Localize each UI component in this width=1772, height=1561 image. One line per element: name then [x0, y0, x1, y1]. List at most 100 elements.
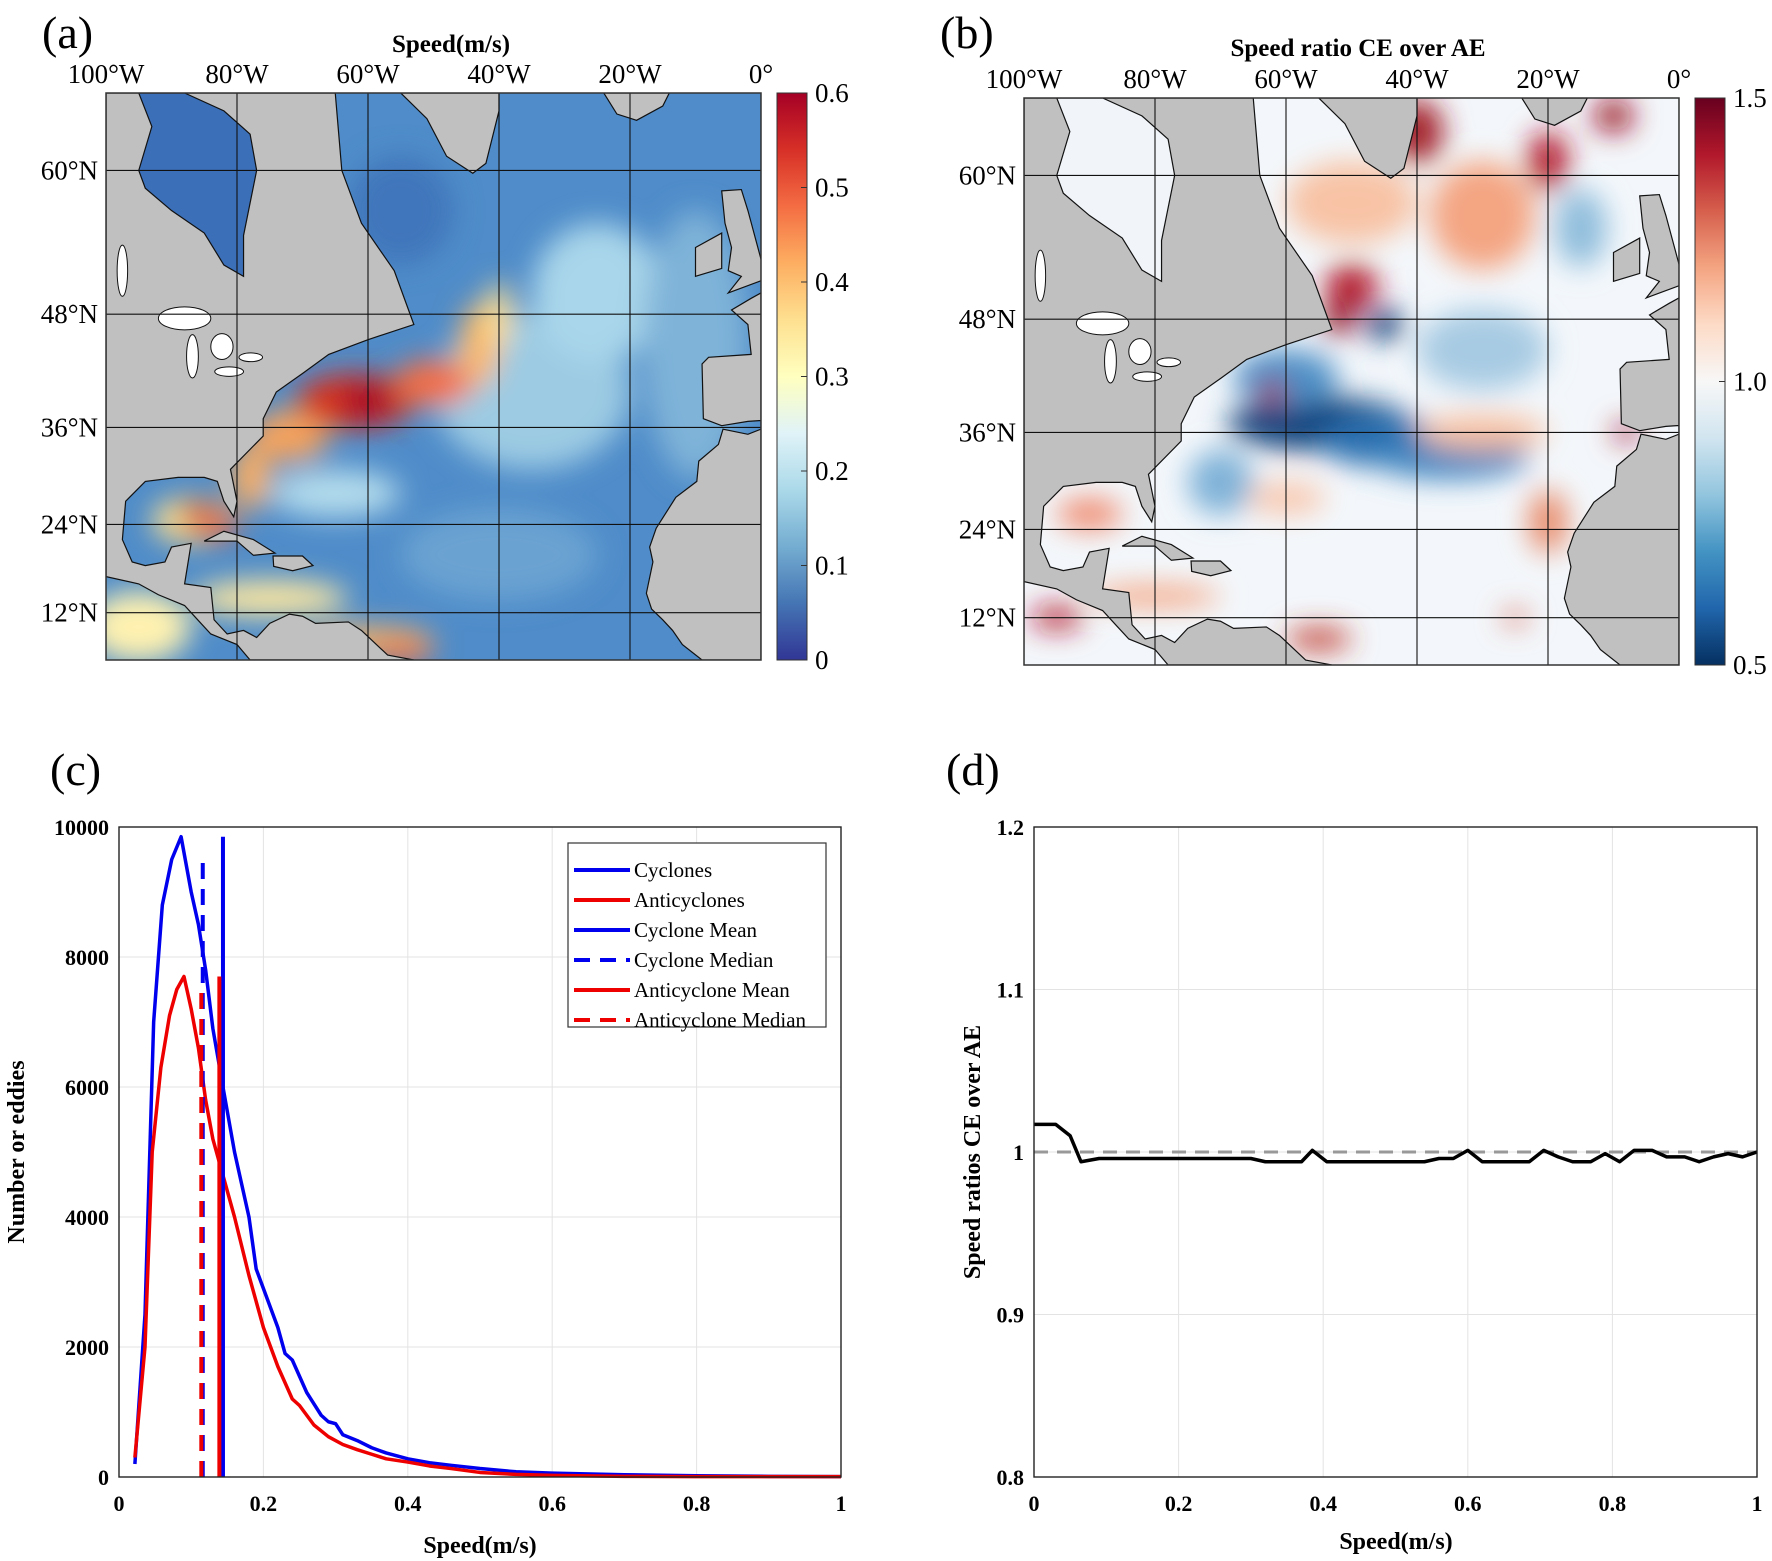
legend-label: Anticyclones — [634, 888, 745, 912]
y-tick-label: 1.2 — [997, 815, 1025, 840]
field-blob — [106, 591, 192, 660]
chart-c-ylabel: Number or eddies — [4, 1060, 30, 1243]
chart-d-xlabel: Speed(m/s) — [1339, 1529, 1452, 1555]
lake — [1128, 338, 1152, 366]
lake — [186, 334, 199, 379]
lat-tick-label: 36°N — [959, 417, 1016, 447]
land — [1024, 98, 1679, 665]
colorbar-tick-label: 1.0 — [1733, 367, 1767, 397]
lake — [1034, 249, 1047, 302]
series-cyclones — [133, 835, 842, 1479]
y-tick-label: 0.9 — [997, 1303, 1025, 1328]
x-tick-label: 0.8 — [683, 1491, 711, 1516]
colorbar-tick-label: 0.5 — [1733, 650, 1767, 680]
map-b-title: Speed ratio CE over AE — [1230, 35, 1485, 62]
land-uk — [1639, 193, 1679, 300]
x-tick-label: 0.6 — [538, 1491, 566, 1516]
y-tick-label: 8000 — [65, 945, 109, 970]
lat-tick-label: 48°N — [41, 299, 98, 329]
lake — [157, 306, 212, 331]
colorbar-b: 1.5 1.0 0.5 — [1694, 83, 1767, 680]
panel-label-c: (c) — [50, 744, 101, 795]
colorbar-tick-label: 1.5 — [1733, 83, 1767, 113]
y-tick-label: 4000 — [65, 1205, 109, 1230]
lake — [1156, 357, 1182, 368]
y-tick-label: 0 — [98, 1465, 109, 1490]
lat-tick-label: 60°N — [41, 155, 98, 185]
x-tick-label: 0 — [1029, 1491, 1040, 1516]
field-blob — [394, 359, 473, 407]
series-anticyclones — [133, 974, 841, 1479]
field-blob — [348, 156, 454, 265]
land-hispaniola — [272, 555, 315, 572]
axes-frame — [1033, 826, 1758, 1478]
land-ireland — [1612, 237, 1641, 283]
chart-d-ylabel: Speed ratios CE over AE — [960, 1025, 986, 1279]
series-ratio — [1034, 1122, 1758, 1164]
y-tick-label: 1 — [1013, 1140, 1024, 1165]
lon-tick-label: 60°W — [1254, 64, 1318, 94]
lat-tick-label: 24°N — [959, 514, 1016, 544]
colorbar-tick-label: 0.1 — [815, 551, 849, 581]
legend-label: Anticyclone Median — [634, 1008, 807, 1032]
lake — [1104, 339, 1117, 384]
field-blob — [230, 444, 270, 511]
land-eurafrica — [1563, 297, 1679, 665]
field-blob — [1430, 161, 1535, 270]
hudson-bay — [138, 93, 258, 278]
field-blob — [1259, 381, 1286, 404]
map-b-ticks: 100°W 80°W 60°W 40°W 20°W 0° 60°N 48°N 36°N 24°N 1… — [959, 64, 1691, 633]
map-b-speed-ratio — [1023, 97, 1680, 666]
land — [106, 93, 761, 660]
field-blob — [1325, 264, 1378, 310]
chart-c-legend: Cyclones Anticyclones Cyclone Mean Cyclone … — [567, 842, 827, 1032]
lat-tick-label: 60°N — [959, 160, 1016, 190]
x-tick-label: 1 — [1752, 1491, 1763, 1516]
legend-label: Cyclones — [634, 858, 712, 882]
map-a-speed — [105, 92, 762, 661]
lat-tick-label: 12°N — [959, 603, 1016, 633]
lon-tick-label: 20°W — [1516, 64, 1580, 94]
y-tick-label: 6000 — [65, 1075, 109, 1100]
colorbar-tick-label: 0.4 — [815, 267, 849, 297]
colorbar-tick-label: 0.2 — [815, 456, 849, 486]
y-tick-label: 1.1 — [997, 978, 1025, 1003]
lat-tick-label: 24°N — [41, 509, 98, 539]
x-tick-label: 0 — [114, 1491, 125, 1516]
x-tick-label: 0.2 — [250, 1491, 278, 1516]
legend-label: Cyclone Mean — [634, 918, 758, 942]
land-hispaniola — [1190, 560, 1233, 577]
field-blob — [1286, 628, 1352, 650]
x-tick-label: 0.4 — [1309, 1491, 1337, 1516]
colorbar-tick-label: 0 — [815, 645, 829, 675]
colorbar-tick-label: 0.6 — [815, 78, 849, 108]
lake — [210, 333, 234, 361]
field-blob — [1554, 189, 1607, 268]
land-na — [1024, 98, 1333, 665]
panel-label-d: (d) — [946, 744, 1000, 795]
lon-tick-label: 100°W — [986, 64, 1063, 94]
legend-label: Anticyclone Mean — [634, 978, 790, 1002]
lon-tick-label: 0° — [1667, 64, 1691, 94]
x-tick-label: 0.4 — [394, 1491, 422, 1516]
lat-tick-label: 36°N — [41, 412, 98, 442]
colorbar-a: 0.6 0.5 0.4 0.3 0.2 0.1 0 — [776, 78, 849, 675]
land-iceland — [603, 93, 670, 121]
map-a-title: Speed(m/s) — [392, 31, 510, 58]
x-tick-label: 0.8 — [1599, 1491, 1627, 1516]
lake — [1132, 371, 1163, 382]
lon-tick-label: 80°W — [205, 59, 269, 89]
field-blob — [1187, 449, 1254, 516]
colorbar-tick-label: 0.5 — [815, 173, 849, 203]
x-tick-label: 1 — [836, 1491, 847, 1516]
lon-tick-label: 100°W — [68, 59, 145, 89]
field-blob — [191, 580, 349, 617]
y-tick-label: 0.8 — [997, 1465, 1025, 1490]
panel-label-b: (b) — [940, 7, 994, 58]
field-blob — [1286, 161, 1417, 244]
lon-tick-label: 60°W — [336, 59, 400, 89]
lake — [214, 366, 245, 377]
lat-tick-label: 48°N — [959, 304, 1016, 334]
hudson-bay — [1056, 98, 1176, 283]
